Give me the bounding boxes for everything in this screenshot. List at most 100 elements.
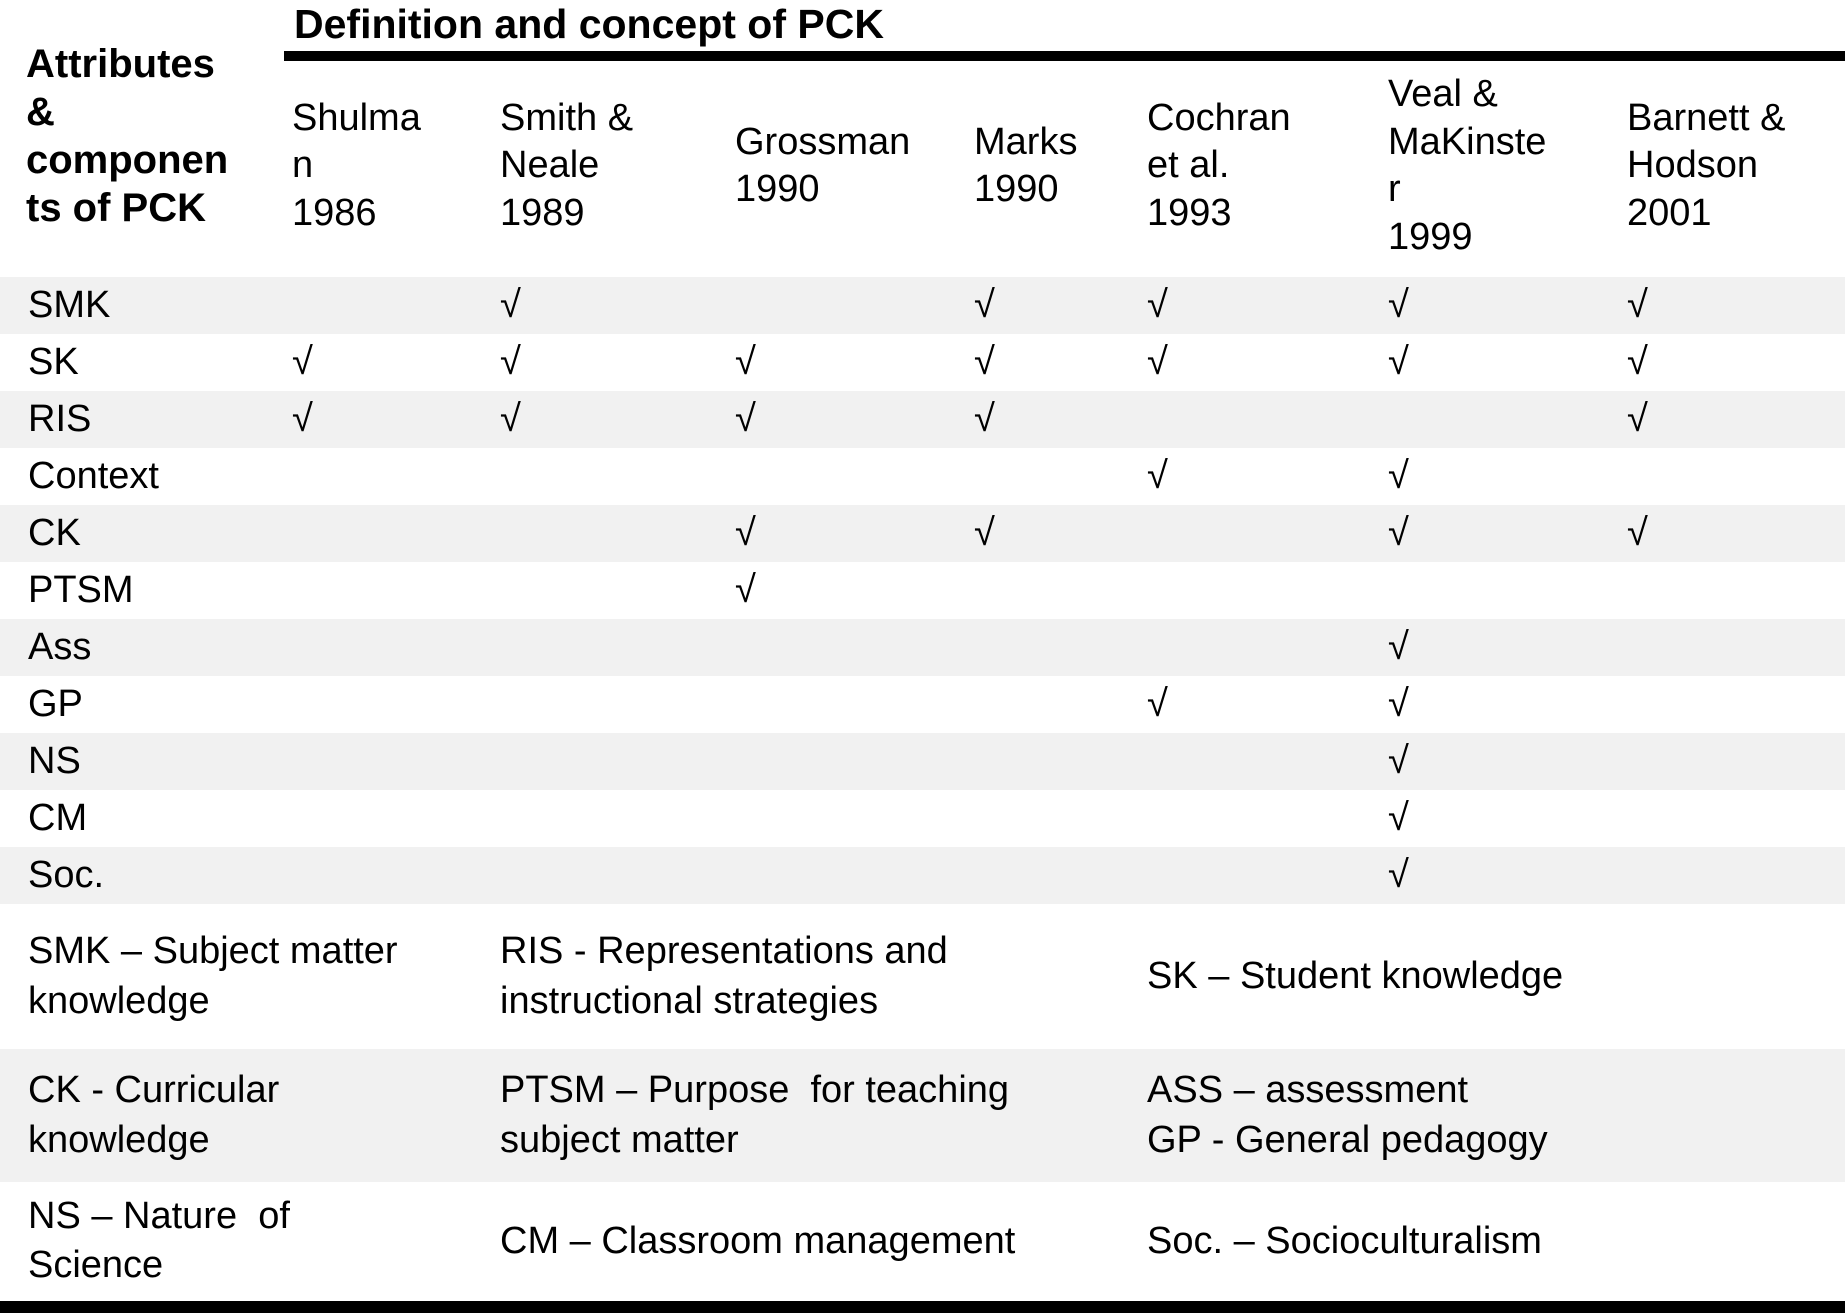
check-cell: √ — [1388, 511, 1409, 554]
column-header-smith-neale: Smith & Neale 1989 — [500, 96, 634, 234]
check-cell — [492, 847, 727, 904]
table-row-context: Context √ √ — [0, 448, 1845, 505]
check-cell: √ — [974, 340, 995, 383]
check-cell — [1619, 733, 1845, 790]
check-cell: √ — [1147, 340, 1168, 383]
check-cell — [1619, 790, 1845, 847]
legend-sk: SK – Student knowledge — [1147, 954, 1564, 997]
corner-header: Attributes & componen ts of PCK — [26, 41, 229, 230]
check-cell — [966, 847, 1139, 904]
check-cell — [284, 277, 492, 334]
check-cell: √ — [1388, 625, 1409, 668]
check-cell — [1139, 619, 1380, 676]
row-label: SMK — [28, 283, 111, 326]
check-cell — [966, 790, 1139, 847]
check-cell — [1139, 562, 1380, 619]
check-cell — [1139, 391, 1380, 448]
column-header-veal-makinster: Veal & MaKinste r 1999 — [1388, 73, 1547, 258]
row-label: Context — [28, 454, 159, 497]
check-cell — [492, 790, 727, 847]
legend-ns: NS – Nature of Science — [28, 1195, 290, 1287]
legend-row-1: SMK – Subject matter knowledge RIS - Rep… — [0, 904, 1845, 1049]
row-label: NS — [28, 739, 81, 782]
row-label: Ass — [28, 625, 92, 668]
check-cell: √ — [1627, 397, 1648, 440]
check-cell — [1619, 448, 1845, 505]
check-cell — [492, 619, 727, 676]
check-cell — [284, 790, 492, 847]
check-cell: √ — [292, 340, 313, 383]
legend-ck: CK - Curricular knowledge — [28, 1069, 280, 1161]
table-header: Attributes & componen ts of PCK Definiti… — [0, 0, 1845, 277]
check-cell — [492, 676, 727, 733]
check-cell: √ — [735, 397, 756, 440]
matrix-body: SMK √ √ √ √ √ SK √ √ √ √ √ √ √ RIS √ √ √… — [0, 277, 1845, 904]
check-cell — [284, 619, 492, 676]
row-label: RIS — [28, 397, 92, 440]
check-cell: √ — [1388, 283, 1409, 326]
table-row-soc: Soc. √ — [0, 847, 1845, 904]
check-cell: √ — [1388, 682, 1409, 725]
table-row-ris: RIS √ √ √ √ √ — [0, 391, 1845, 448]
legend-ptsm: PTSM – Purpose for teaching subject matt… — [500, 1069, 1010, 1161]
check-cell — [284, 505, 492, 562]
check-cell: √ — [735, 340, 756, 383]
legend-ris: RIS - Representations and instructional … — [500, 930, 948, 1022]
check-cell — [1619, 676, 1845, 733]
check-cell — [1619, 562, 1845, 619]
check-cell: √ — [1147, 454, 1168, 497]
table-row-ck: CK √ √ √ √ — [0, 505, 1845, 562]
check-cell: √ — [1388, 340, 1409, 383]
check-cell: √ — [500, 340, 521, 383]
row-label: CK — [28, 511, 81, 554]
check-cell: √ — [974, 511, 995, 554]
legend-row-3: NS – Nature of Science CM – Classroom ma… — [0, 1182, 1845, 1307]
check-cell: √ — [1388, 796, 1409, 839]
check-cell — [284, 847, 492, 904]
check-cell — [727, 733, 966, 790]
check-cell: √ — [500, 397, 521, 440]
check-cell — [1139, 505, 1380, 562]
legend-ass-gp: ASS – assessment GP - General pedagogy — [1147, 1069, 1548, 1161]
table-row-ptsm: PTSM √ — [0, 562, 1845, 619]
check-cell — [1619, 619, 1845, 676]
check-cell — [1139, 790, 1380, 847]
check-cell — [492, 562, 727, 619]
legend-row-2: CK - Curricular knowledge PTSM – Purpose… — [0, 1049, 1845, 1182]
check-cell: √ — [292, 397, 313, 440]
check-cell — [966, 619, 1139, 676]
check-cell — [284, 733, 492, 790]
table-row-cm: CM √ — [0, 790, 1845, 847]
check-cell: √ — [735, 511, 756, 554]
column-header-shulman: Shulma n 1986 — [292, 96, 421, 234]
table-row-sk: SK √ √ √ √ √ √ √ — [0, 334, 1845, 391]
legend-smk: SMK – Subject matter knowledge — [28, 930, 398, 1022]
row-label: GP — [28, 682, 83, 725]
check-cell — [727, 277, 966, 334]
column-header-cochran: Cochran et al. 1993 — [1147, 96, 1291, 234]
column-header-marks: Marks 1990 — [974, 120, 1078, 211]
check-cell — [727, 619, 966, 676]
legend-cm: CM – Classroom management — [500, 1219, 1016, 1262]
row-label: Soc. — [28, 853, 105, 896]
check-cell — [966, 733, 1139, 790]
check-cell — [1139, 733, 1380, 790]
table-row-gp: GP √ √ — [0, 676, 1845, 733]
check-cell — [284, 448, 492, 505]
table-row-smk: SMK √ √ √ √ √ — [0, 277, 1845, 334]
row-label: PTSM — [28, 568, 134, 611]
check-cell — [1380, 562, 1619, 619]
check-cell: √ — [1627, 511, 1648, 554]
span-header: Definition and concept of PCK — [284, 0, 1845, 61]
check-cell: √ — [974, 397, 995, 440]
check-cell — [284, 562, 492, 619]
check-cell: √ — [735, 568, 756, 611]
check-cell — [492, 505, 727, 562]
check-cell — [284, 676, 492, 733]
check-cell — [1619, 847, 1845, 904]
check-cell: √ — [1147, 682, 1168, 725]
check-cell: √ — [1388, 454, 1409, 497]
legend-soc: Soc. – Socioculturalism — [1147, 1219, 1542, 1262]
legend-body: SMK – Subject matter knowledge RIS - Rep… — [0, 904, 1845, 1307]
